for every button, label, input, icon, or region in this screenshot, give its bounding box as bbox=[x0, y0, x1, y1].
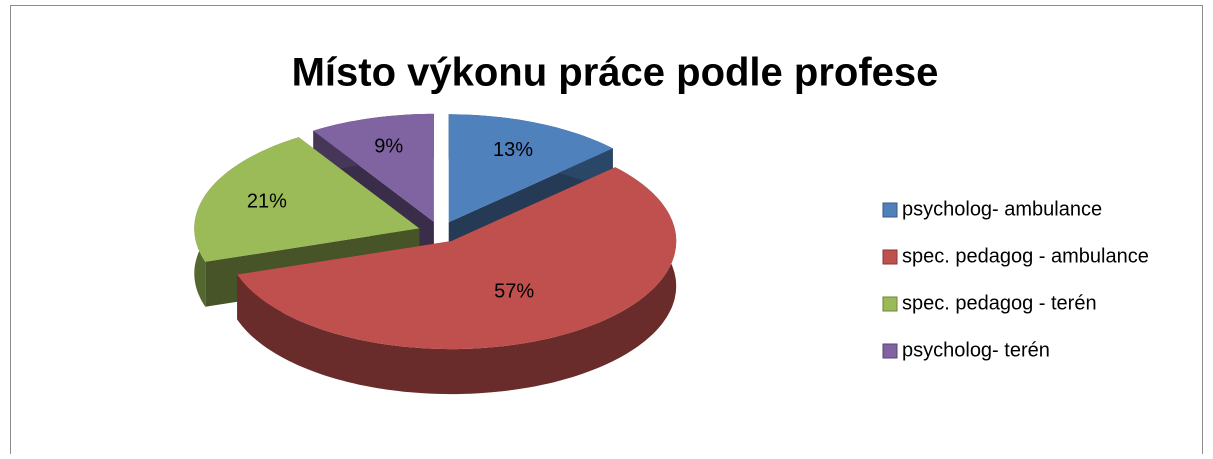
slice-side bbox=[237, 167, 677, 395]
legend-swatch bbox=[882, 249, 898, 265]
slice-top bbox=[313, 113, 434, 222]
legend-swatch bbox=[882, 296, 898, 312]
data-label: 9% bbox=[374, 135, 403, 157]
data-label: 13% bbox=[493, 139, 533, 161]
legend-label: psycholog- terén bbox=[902, 339, 1050, 361]
pie-slice bbox=[237, 167, 677, 395]
slice-top bbox=[237, 167, 677, 350]
legend-label: psycholog- ambulance bbox=[902, 198, 1102, 220]
chart-title: Místo výkonu práce podle profese bbox=[292, 51, 939, 95]
slice-top bbox=[448, 114, 613, 223]
data-label: 21% bbox=[247, 190, 287, 212]
data-label: 57% bbox=[494, 280, 534, 302]
legend-swatch bbox=[882, 343, 898, 359]
slice-top bbox=[194, 137, 420, 262]
legend-swatch bbox=[882, 202, 898, 218]
legend-label: spec. pedagog - terén bbox=[902, 292, 1097, 314]
legend-label: spec. pedagog - ambulance bbox=[902, 245, 1149, 267]
